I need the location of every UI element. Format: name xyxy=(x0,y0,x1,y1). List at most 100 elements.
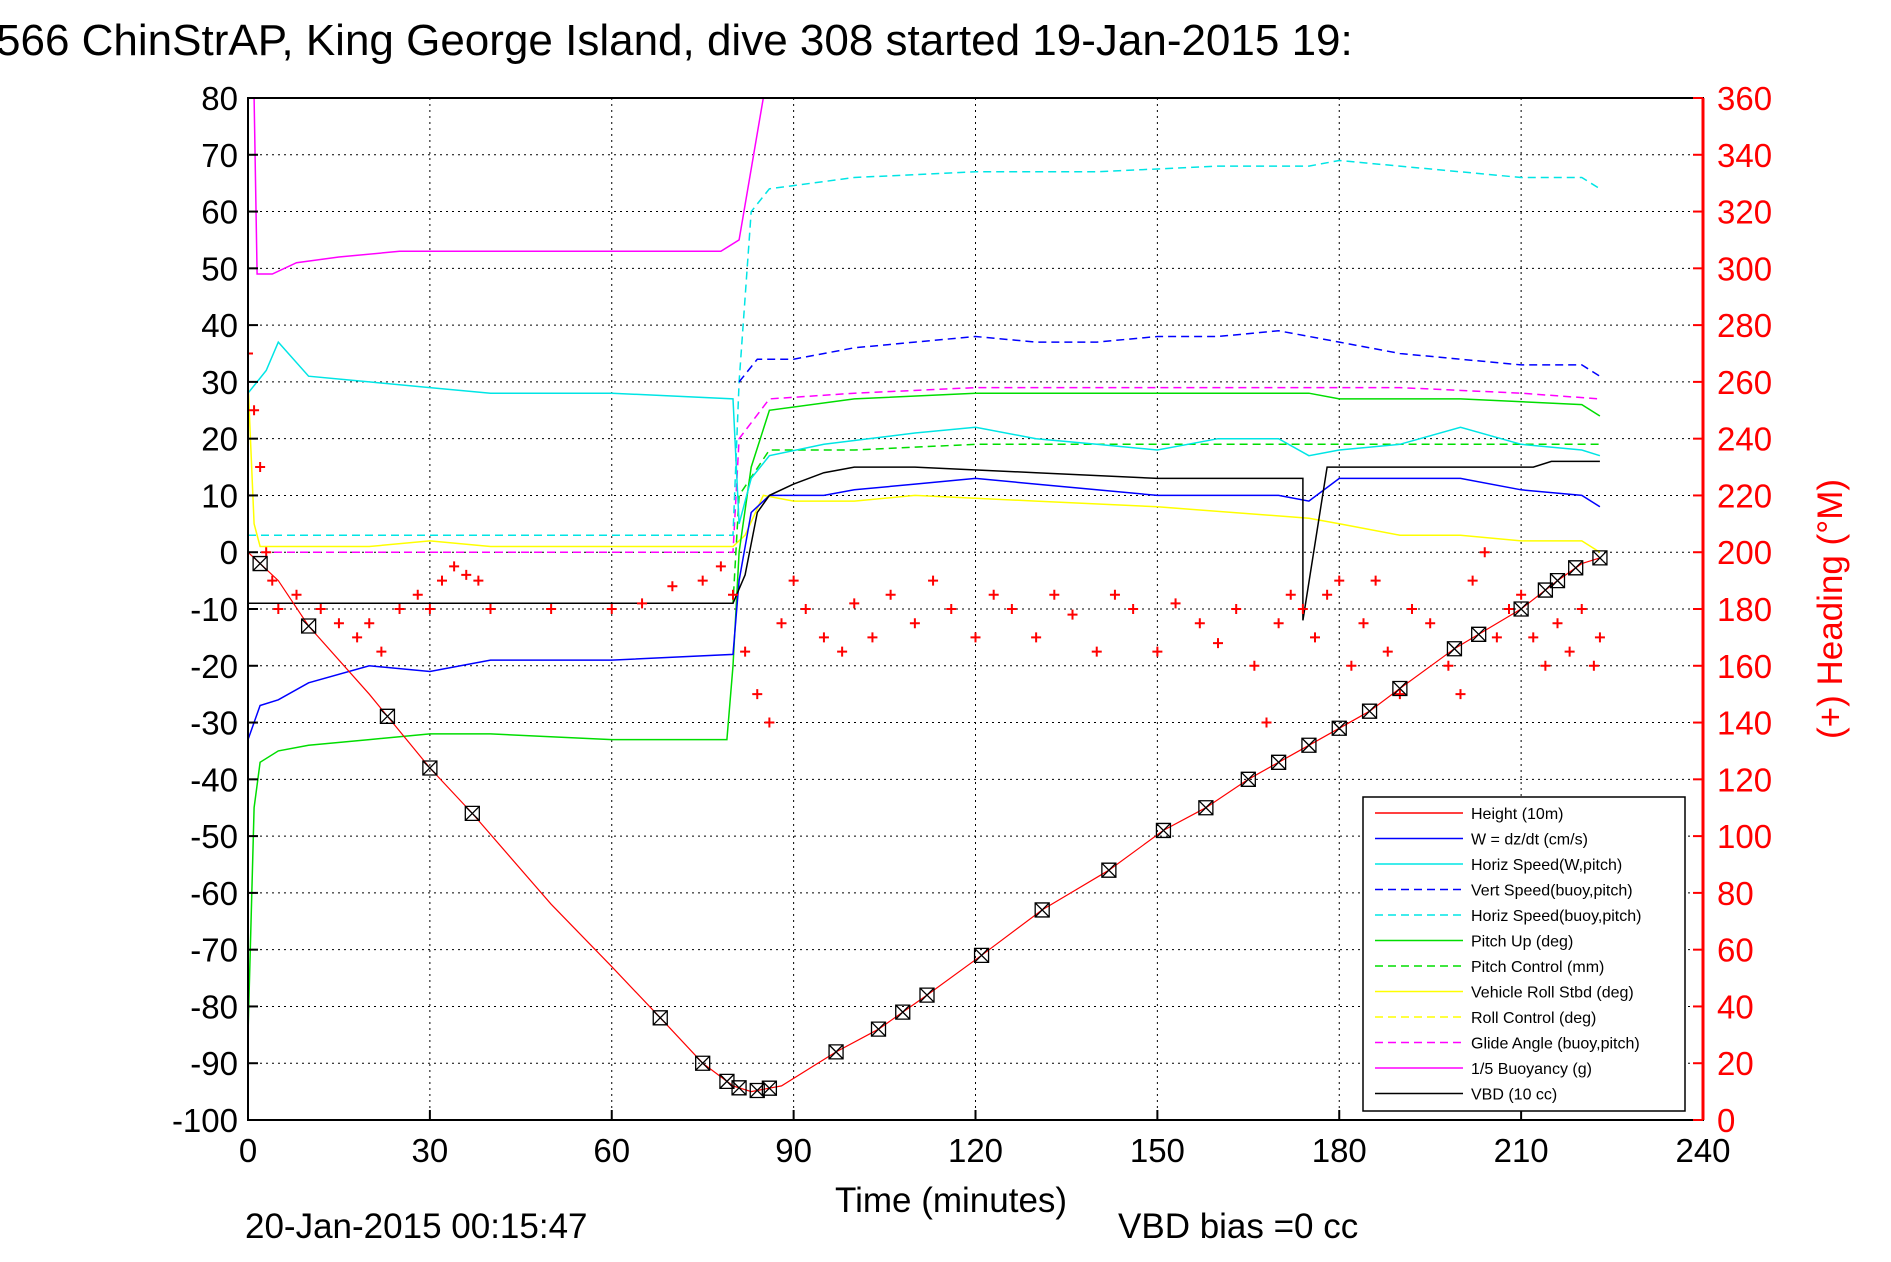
x-axis-label: Time (minutes) xyxy=(835,1181,1067,1220)
y-tick-label: -40 xyxy=(190,761,238,798)
heading-point xyxy=(697,575,708,586)
legend-entry: Horiz Speed(buoy,pitch) xyxy=(1471,908,1641,925)
y-tick-label: -60 xyxy=(190,875,238,912)
heading-point xyxy=(1455,689,1466,700)
series-horiz-speed xyxy=(248,340,1601,524)
height-marker xyxy=(1513,601,1529,617)
right-tick-label: 0 xyxy=(1717,1102,1735,1139)
height-marker xyxy=(828,1044,844,1060)
heading-point xyxy=(437,575,447,586)
right-tick-label: 280 xyxy=(1717,307,1772,344)
x-tick-label: 90 xyxy=(775,1132,812,1169)
heading-point xyxy=(485,604,496,614)
heading-point xyxy=(885,589,896,600)
series-horiz-speed-buoy xyxy=(248,159,1601,536)
heading-point xyxy=(1170,598,1181,609)
heading-point xyxy=(267,575,278,586)
heading-point xyxy=(1322,589,1333,600)
y-tick-label: 40 xyxy=(201,307,238,344)
heading-point xyxy=(1128,604,1139,614)
heading-point xyxy=(1564,646,1575,657)
height-marker xyxy=(731,1080,747,1096)
right-tick-label: 360 xyxy=(1717,80,1772,117)
series-w xyxy=(248,477,1601,740)
heading-point xyxy=(988,589,999,600)
x-tick-label: 240 xyxy=(1675,1132,1730,1169)
series-pitch-up xyxy=(248,392,1601,1035)
right-tick-label: 80 xyxy=(1717,875,1754,912)
y-tick-label: 60 xyxy=(201,194,238,231)
legend-entry: Roll Control (deg) xyxy=(1471,1010,1596,1027)
heading-point xyxy=(637,598,648,609)
right-tick-label: 140 xyxy=(1717,705,1772,742)
heading-point xyxy=(291,589,302,600)
series-group xyxy=(248,98,1608,1099)
y-tick-label: 80 xyxy=(201,80,238,117)
right-tick-label: 340 xyxy=(1717,137,1772,174)
y-tick-label: -90 xyxy=(190,1045,238,1082)
heading-point xyxy=(261,547,272,558)
heading-point xyxy=(1594,632,1605,643)
height-marker xyxy=(895,1004,911,1020)
heading-point xyxy=(1491,632,1502,643)
heading-point xyxy=(1552,618,1563,629)
legend-entry: VBD (10 cc) xyxy=(1471,1087,1557,1104)
heading-point xyxy=(255,462,266,473)
height-marker xyxy=(1446,641,1463,657)
legend-entry: Vehicle Roll Stbd (deg) xyxy=(1471,985,1634,1002)
height-marker xyxy=(1392,680,1408,697)
x-tick-label: 30 xyxy=(412,1132,449,1169)
heading-point xyxy=(1479,547,1490,558)
series-vehicle-roll xyxy=(248,381,1601,553)
height-marker xyxy=(919,987,935,1003)
footer-timestamp: 20-Jan-2015 00:15:47 xyxy=(245,1207,588,1246)
heading-point xyxy=(315,604,326,614)
heading-point xyxy=(248,348,253,359)
heading-point xyxy=(1407,604,1417,614)
right-axis-label: (+) Heading (°M) xyxy=(1811,479,1850,739)
legend-entry: Height (10m) xyxy=(1471,806,1563,823)
heading-point xyxy=(449,561,460,572)
heading-point xyxy=(928,575,939,586)
heading-point xyxy=(1213,638,1223,649)
y-tick-label: -20 xyxy=(190,648,238,685)
y-tick-label: -70 xyxy=(190,932,238,969)
heading-point xyxy=(818,632,829,643)
heading-point xyxy=(1049,589,1060,600)
heading-point xyxy=(667,581,678,592)
heading-point xyxy=(764,717,775,728)
y-tick-label: 0 xyxy=(220,534,238,571)
height-marker xyxy=(464,805,480,822)
right-tick-label: 180 xyxy=(1717,591,1772,628)
heading-point xyxy=(1297,604,1308,614)
x-tick-label: 180 xyxy=(1312,1132,1367,1169)
axis-ticks: 0 30 60 90 120 150 180 210 240-100-90-80-70-60-5… xyxy=(172,80,1772,1169)
right-tick-label: 300 xyxy=(1717,250,1772,287)
x-tick-label: 120 xyxy=(948,1132,1003,1169)
right-tick-label: 40 xyxy=(1717,988,1754,1025)
series-vert-speed-buoy xyxy=(738,330,1601,383)
right-tick-label: 240 xyxy=(1717,421,1772,458)
height-marker xyxy=(300,618,317,634)
footer-vbd-bias: VBD bias =0 cc xyxy=(1118,1207,1358,1246)
height-marker xyxy=(652,1010,668,1026)
heading-point xyxy=(352,632,363,643)
y-tick-label: 70 xyxy=(201,137,238,174)
height-marker xyxy=(1331,720,1347,736)
heading-point xyxy=(1067,609,1078,620)
heading-point xyxy=(461,569,472,580)
heading-point xyxy=(867,632,878,643)
legend-entry: Horiz Speed(W,pitch) xyxy=(1471,857,1622,874)
legend-entry: W = dz/dt (cm/s) xyxy=(1471,832,1588,849)
heading-point xyxy=(1588,660,1599,671)
height-marker xyxy=(870,1021,887,1037)
heading-point xyxy=(376,646,387,657)
legend-entry: Glide Angle (buoy,pitch) xyxy=(1471,1036,1640,1053)
y-tick-label: 30 xyxy=(201,364,238,401)
right-tick-label: 200 xyxy=(1717,534,1772,571)
heading-point xyxy=(1516,589,1527,600)
y-tick-label: 20 xyxy=(201,421,238,458)
height-marker xyxy=(1240,771,1256,787)
heading-point xyxy=(849,598,860,609)
heading-point xyxy=(740,646,751,657)
